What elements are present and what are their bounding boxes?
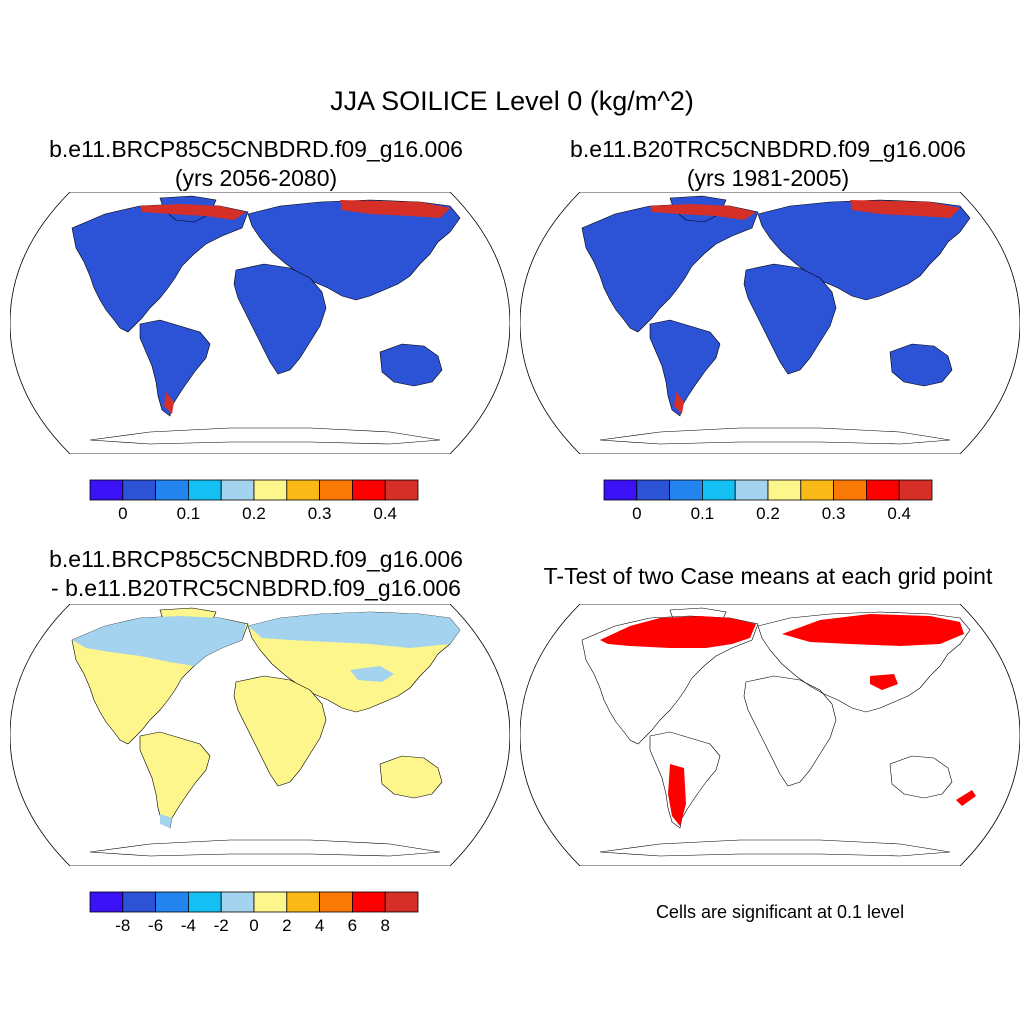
colorbar-tick-label: 0.1 bbox=[691, 504, 715, 523]
colorbar-swatch bbox=[220, 891, 255, 913]
panel-diff-title: b.e11.BRCP85C5CNBDRD.f09_g16.006 - b.e11… bbox=[0, 545, 512, 603]
map-panel-case1 bbox=[10, 192, 510, 454]
high-latitude-highlight bbox=[72, 612, 460, 828]
continent-australia bbox=[889, 755, 953, 799]
colorbar-swatch bbox=[865, 479, 900, 501]
colorbar-tick-label: -6 bbox=[148, 916, 163, 935]
panel-case2-title-line2: (yrs 1981-2005) bbox=[686, 165, 850, 191]
colorbar-case2: 0 0.1 0.2 0.3 0.4 bbox=[603, 479, 933, 523]
colorbar-swatch bbox=[286, 891, 321, 913]
colorbar-tick-label: 0.4 bbox=[887, 504, 911, 523]
colorbar-swatch bbox=[351, 479, 386, 501]
colorbar-swatch bbox=[669, 479, 703, 501]
colorbar-swatch bbox=[734, 479, 769, 501]
colorbar-swatch bbox=[898, 479, 933, 501]
colorbar-tick-label: 0.4 bbox=[373, 504, 397, 523]
continent-australia bbox=[379, 755, 443, 799]
colorbar-swatch bbox=[188, 479, 222, 501]
significance-note: Cells are significant at 0.1 level bbox=[655, 902, 905, 922]
panel-case1-title: b.e11.BRCP85C5CNBDRD.f09_g16.006 (yrs 20… bbox=[0, 135, 512, 193]
colorbar-case1: 0 0.1 0.2 0.3 0.4 bbox=[89, 479, 419, 523]
colorbar-tick-label: 0.3 bbox=[822, 504, 846, 523]
colorbar-swatch bbox=[767, 479, 802, 501]
colorbar-swatch bbox=[351, 891, 386, 913]
colorbar-tick-label: 0.1 bbox=[177, 504, 201, 523]
continent-australia bbox=[889, 343, 953, 387]
colorbar-swatch bbox=[122, 479, 156, 501]
colorbar-swatch bbox=[220, 479, 255, 501]
colorbar-swatch bbox=[384, 479, 419, 501]
colorbar-tick-label: -8 bbox=[115, 916, 130, 935]
continent-antarctica bbox=[89, 427, 441, 445]
continent-antarctica bbox=[89, 839, 441, 857]
continent-africa bbox=[233, 263, 327, 375]
continent-antarctica bbox=[599, 839, 951, 857]
colorbar-swatch bbox=[188, 891, 222, 913]
colorbar-swatch bbox=[89, 891, 124, 913]
colorbar-tick-label: 0 bbox=[118, 504, 127, 523]
map-boundary bbox=[10, 192, 510, 454]
map-panel-case2 bbox=[520, 192, 1020, 454]
map-boundary bbox=[520, 192, 1020, 454]
figure-title: JJA SOILICE Level 0 (kg/m^2) bbox=[330, 86, 694, 116]
continent-africa bbox=[233, 675, 327, 787]
panel-case2-title-line1: b.e11.B20TRC5CNBDRD.f09_g16.006 bbox=[570, 136, 966, 162]
colorbar-swatch bbox=[155, 891, 189, 913]
continent-south-america bbox=[649, 319, 721, 417]
colorbar-swatch bbox=[319, 891, 353, 913]
colorbar-swatch bbox=[286, 479, 321, 501]
colorbar-tick-label: 2 bbox=[282, 916, 291, 935]
panel-diff-title-line2: - b.e11.B20TRC5CNBDRD.f09_g16.006 bbox=[51, 575, 461, 601]
colorbar-tick-label: 4 bbox=[315, 916, 324, 935]
colorbar-tick-label: -4 bbox=[181, 916, 196, 935]
colorbar-swatch bbox=[253, 479, 288, 501]
colorbar-tick-label: 0 bbox=[632, 504, 641, 523]
map-panel-ttest bbox=[520, 604, 1020, 866]
colorbar-swatch bbox=[319, 479, 353, 501]
continent-north-america bbox=[581, 615, 759, 745]
continent-africa bbox=[743, 263, 837, 375]
high-latitude-highlight bbox=[650, 200, 960, 414]
continent-north-america bbox=[71, 203, 249, 333]
map-panel-diff bbox=[10, 604, 510, 866]
map-boundary bbox=[10, 604, 510, 866]
panel-case1-title-line1: b.e11.BRCP85C5CNBDRD.f09_g16.006 bbox=[49, 136, 463, 162]
continent-south-america bbox=[649, 731, 721, 829]
colorbar-swatch bbox=[636, 479, 670, 501]
continent-antarctica bbox=[599, 427, 951, 445]
colorbar-diff: -8 -6 -4 -2 0 2 4 6 8 bbox=[89, 891, 419, 935]
panel-case1-title-line2: (yrs 2056-2080) bbox=[174, 165, 338, 191]
colorbar-swatch bbox=[833, 479, 867, 501]
colorbar-tick-label: 0.2 bbox=[242, 504, 266, 523]
colorbar-tick-label: -2 bbox=[214, 916, 229, 935]
colorbar-swatch bbox=[155, 479, 189, 501]
high-latitude-highlight bbox=[600, 614, 976, 826]
continent-south-america bbox=[139, 319, 211, 417]
panel-ttest-title: T-Test of two Case means at each grid po… bbox=[512, 562, 1024, 591]
colorbar-tick-label: 0.3 bbox=[308, 504, 332, 523]
high-latitude-highlight bbox=[140, 200, 450, 414]
colorbar-swatch bbox=[702, 479, 736, 501]
panel-ttest-title-line1: T-Test of two Case means at each grid po… bbox=[543, 563, 993, 589]
colorbar-tick-label: 0.2 bbox=[756, 504, 780, 523]
colorbar-swatch bbox=[800, 479, 835, 501]
colorbar-swatch bbox=[89, 479, 124, 501]
continent-north-america bbox=[581, 203, 759, 333]
colorbar-swatch bbox=[253, 891, 288, 913]
continent-europe-asia bbox=[757, 611, 971, 713]
continent-africa bbox=[743, 675, 837, 787]
colorbar-tick-label: 6 bbox=[348, 916, 357, 935]
colorbar-tick-label: 0 bbox=[249, 916, 258, 935]
panel-diff-title-line1: b.e11.BRCP85C5CNBDRD.f09_g16.006 bbox=[49, 546, 463, 572]
colorbar-swatch bbox=[384, 891, 419, 913]
colorbar-swatch bbox=[603, 479, 638, 501]
panel-case2-title: b.e11.B20TRC5CNBDRD.f09_g16.006 (yrs 198… bbox=[512, 135, 1024, 193]
map-boundary bbox=[520, 604, 1020, 866]
colorbar-tick-label: 8 bbox=[380, 916, 389, 935]
continent-south-america bbox=[139, 731, 211, 829]
continent-australia bbox=[379, 343, 443, 387]
colorbar-swatch bbox=[122, 891, 156, 913]
